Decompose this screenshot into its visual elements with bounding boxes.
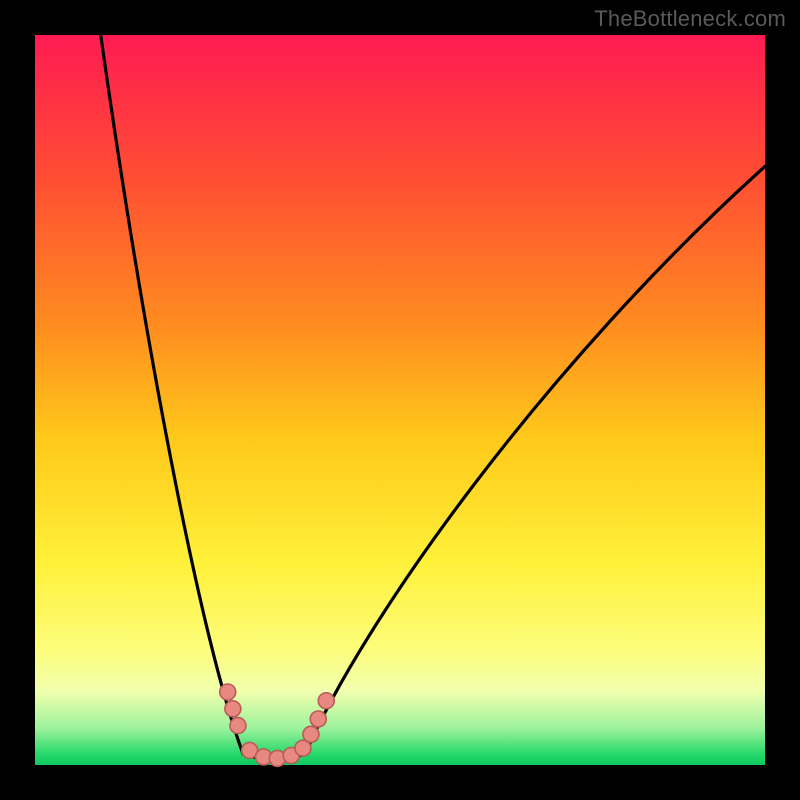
bead-point (225, 701, 241, 717)
plot-background (35, 35, 765, 765)
bead-point (310, 711, 326, 727)
bead-point (303, 726, 319, 742)
bead-point (230, 718, 246, 734)
bead-point (318, 693, 334, 709)
bottleneck-chart (0, 0, 800, 800)
bead-point (220, 684, 236, 700)
watermark-text: TheBottleneck.com (594, 6, 786, 32)
